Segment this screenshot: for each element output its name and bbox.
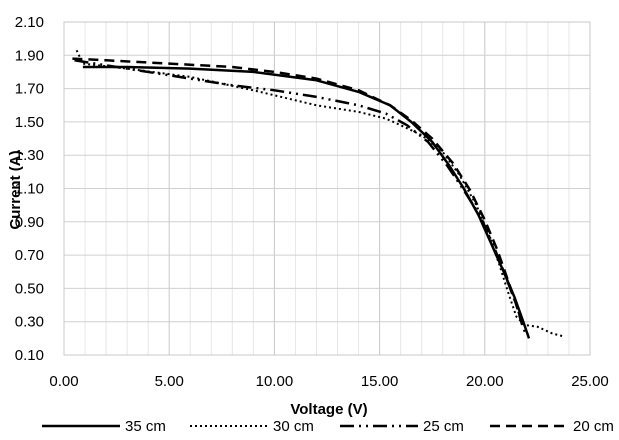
y-tick-label: 0.50 [15,280,44,297]
y-tick-label: 2.10 [15,14,44,31]
y-tick-label: 1.90 [15,47,44,64]
y-tick-label: 0.70 [15,247,44,264]
x-tick-label: 20.00 [466,373,504,390]
legend-label: 30 cm [273,418,314,435]
x-axis-title: Voltage (V) [290,401,367,418]
y-tick-labels: 2.10 1.90 1.70 1.50 1.30 1.10 0.90 0.70 0.50 0.30… [15,14,44,364]
y-tick-label: 0.90 [15,214,44,231]
x-tick-label: 5.00 [155,373,184,390]
legend-label: 25 cm [423,418,464,435]
plot-frame [63,21,591,356]
y-axis-title: Current (A) [7,150,24,229]
legend-label: 35 cm [125,418,166,435]
y-tick-label: 0.30 [15,314,44,331]
y-tick-label: 1.50 [15,114,44,131]
y-tick-label: 1.30 [15,147,44,164]
series-line-30-cm [75,49,566,338]
series-line-20-cm [72,57,524,328]
y-tick-label: 1.10 [15,181,44,198]
series-line-35-cm [82,65,531,339]
plot-area-border [63,21,591,356]
legend: 35 cm 30 cm 25 cm 20 cm [42,418,614,435]
series-lines [72,49,566,339]
y-tick-label: 0.10 [15,347,44,364]
x-tick-label: 15.00 [361,373,399,390]
series-line-25-cm [74,59,526,333]
x-tick-label: 10.00 [256,373,294,390]
x-tick-label: 25.00 [571,373,609,390]
x-tick-label: 0.00 [49,373,78,390]
y-tick-label: 1.70 [15,81,44,98]
x-tick-labels: 0.00 5.00 10.00 15.00 20.00 25.00 [49,373,608,390]
legend-label: 20 cm [573,418,614,435]
